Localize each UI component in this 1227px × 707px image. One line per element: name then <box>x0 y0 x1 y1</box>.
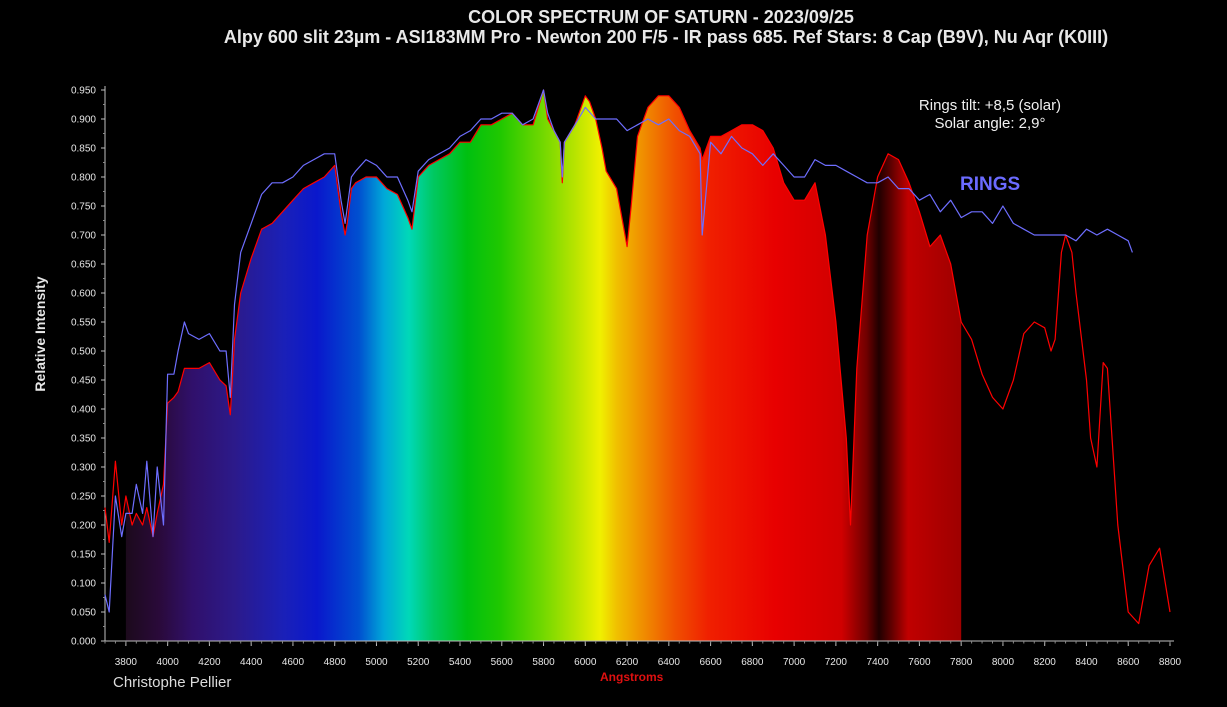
y-tick-label: 0.800 <box>71 173 96 184</box>
y-tick-label: 0.250 <box>71 492 96 503</box>
y-tick-label: 0.900 <box>71 115 96 126</box>
x-tick-label: 8600 <box>1117 657 1140 668</box>
x-tick-label: 4200 <box>198 657 221 668</box>
x-tick-label: 6000 <box>574 657 597 668</box>
x-tick-label: 5400 <box>449 657 472 668</box>
x-tick-label: 7200 <box>825 657 848 668</box>
x-tick-label: 4800 <box>324 657 347 668</box>
x-tick-label: 8400 <box>1075 657 1098 668</box>
x-axis-label: Angstroms <box>600 670 664 684</box>
x-tick-label: 6400 <box>658 657 681 668</box>
annotation-rings-tilt: Rings tilt: +8,5 (solar) <box>918 97 1062 114</box>
chart-title: COLOR SPECTRUM OF SATURN - 2023/09/25 <box>468 7 854 27</box>
y-tick-label: 0.750 <box>71 202 96 213</box>
x-tick-label: 4400 <box>240 657 263 668</box>
y-tick-label: 0.300 <box>71 463 96 474</box>
rings-series-label: RINGS <box>960 174 1021 195</box>
y-tick-label: 0.650 <box>71 260 96 271</box>
x-tick-label: 8800 <box>1159 657 1182 668</box>
y-tick-label: 0.850 <box>71 144 96 155</box>
y-axis-label: Relative Intensity <box>32 276 48 392</box>
spectrum-color-fill <box>125 90 962 641</box>
y-tick-label: 0.450 <box>71 376 96 387</box>
y-tick-label: 0.350 <box>71 434 96 445</box>
x-tick-label: 7800 <box>950 657 973 668</box>
x-tick-label: 5800 <box>532 657 555 668</box>
x-tick-label: 5600 <box>491 657 514 668</box>
y-tick-label: 0.000 <box>71 637 96 648</box>
y-tick-label: 0.050 <box>71 608 96 619</box>
y-tick-label: 0.500 <box>71 347 96 358</box>
x-tick-label: 5200 <box>407 657 430 668</box>
rings-spectrum-line <box>104 89 1133 613</box>
x-tick-label: 8200 <box>1034 657 1057 668</box>
x-tick-label: 6800 <box>741 657 764 668</box>
x-tick-label: 4600 <box>282 657 305 668</box>
y-tick-label: 0.200 <box>71 521 96 532</box>
x-tick-label: 4000 <box>157 657 180 668</box>
series-lines-layer <box>104 89 1171 625</box>
x-tick-label: 5000 <box>365 657 388 668</box>
x-tick-label: 7400 <box>867 657 890 668</box>
y-tick-label: 0.100 <box>71 579 96 590</box>
x-tick-label: 8000 <box>992 657 1015 668</box>
annotation-solar-angle: Solar angle: 2,9° <box>934 115 1046 132</box>
x-tick-label: 7600 <box>908 657 931 668</box>
y-tick-label: 0.950 <box>71 86 96 97</box>
chart-subtitle: Alpy 600 slit 23µm - ASI183MM Pro - Newt… <box>223 27 1109 47</box>
y-tick-label: 0.150 <box>71 550 96 561</box>
y-tick-label: 0.600 <box>71 289 96 300</box>
x-tick-label: 7000 <box>783 657 806 668</box>
x-tick-label: 6600 <box>699 657 722 668</box>
author-credit: Christophe Pellier <box>113 674 232 691</box>
x-tick-label: 6200 <box>616 657 639 668</box>
y-tick-label: 0.400 <box>71 405 96 416</box>
axes-layer: 0.000 0.050 0.100 0.150 0.200 0.250 0.300 0.350… <box>71 86 1182 669</box>
spectrum-fill-layer <box>125 90 962 641</box>
x-tick-label: 3800 <box>115 657 138 668</box>
y-tick-label: 0.700 <box>71 231 96 242</box>
y-tick-label: 0.550 <box>71 318 96 329</box>
